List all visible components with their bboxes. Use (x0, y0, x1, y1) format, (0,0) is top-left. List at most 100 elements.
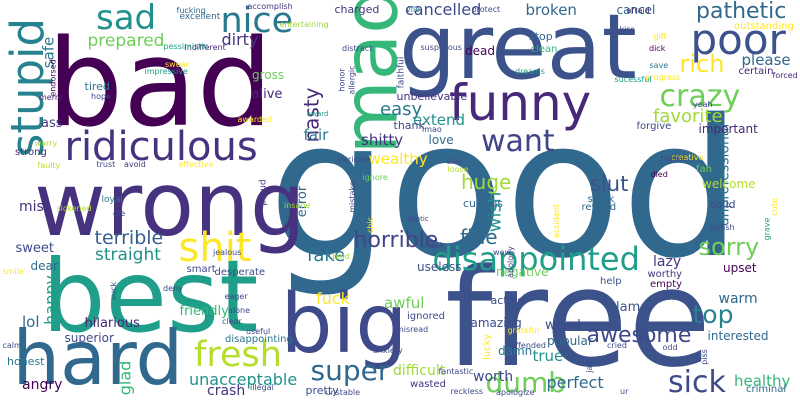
word-progress: progress (645, 73, 681, 82)
word-calm: calm (2, 341, 22, 350)
word-dick: dick (649, 44, 666, 53)
word-died: died (650, 170, 668, 179)
word-super: super (310, 354, 390, 387)
word-difficult: difficult (393, 363, 446, 379)
word-illegal: illegal (250, 383, 274, 392)
word-alive: alive (251, 86, 283, 102)
word-true: true (532, 346, 564, 365)
word-save: save (649, 61, 669, 70)
word-piss: piss (699, 349, 709, 365)
word-sucessful: sucessful (614, 75, 652, 84)
word-awful: awful (384, 293, 425, 312)
word-want: want (481, 124, 555, 159)
word-active: active (490, 293, 524, 307)
word-honor: honor (337, 68, 347, 92)
word-cried: cried (607, 341, 627, 350)
word-allergic: allergic (347, 65, 357, 95)
word-fan: fan (696, 164, 712, 175)
word-avoid: avoid (124, 160, 146, 169)
word-worthy: worthy (647, 269, 683, 280)
word-unacceptable: unacceptable (189, 370, 298, 389)
word-cute: cute (769, 198, 779, 216)
word-lazy: lazy (653, 254, 682, 270)
word-important: important (698, 122, 758, 136)
word-dead: dead (465, 44, 495, 58)
word-sad: sad (96, 0, 157, 38)
word-alone: alone (228, 306, 251, 315)
word-clear: clear (222, 317, 242, 326)
word-stop: stop (529, 29, 553, 43)
word-rich: rich (679, 50, 725, 78)
word-extend: extend (413, 110, 465, 129)
word-merry: merry (39, 93, 63, 102)
word-miss: miss (19, 199, 52, 215)
word-trust: trust (96, 160, 116, 169)
word-pathetic: pathetic (696, 0, 787, 24)
word-anxiety: anxiety (373, 346, 403, 355)
word-deny: deny (163, 284, 183, 293)
word-kiss: kiss (619, 25, 635, 34)
word-negative: negative (496, 265, 549, 279)
word-horrible: horrible (353, 228, 439, 253)
word-useful: useful (246, 327, 271, 336)
word-angry: angry (22, 377, 63, 393)
word-honest: honest (7, 354, 45, 368)
word-wealthy: wealthy (368, 149, 428, 168)
word-offended: offended (510, 341, 546, 350)
word-grateful: grateful (507, 326, 539, 335)
word-amazing: amazing (470, 316, 522, 330)
word-desperate: desperate (214, 267, 266, 278)
word-forced: forced (772, 71, 798, 80)
word-awarded: awarded (237, 115, 273, 124)
word-funny: funny (449, 74, 592, 132)
word-idiotic: idiotic (407, 214, 429, 223)
word-unprofessional: unprofessional (715, 123, 732, 227)
word-favorite: favorite (653, 106, 723, 127)
word-interested: interested (707, 329, 769, 343)
word-curious: curious (463, 196, 504, 210)
word-sorry: sorry (698, 233, 760, 261)
word-fuck: fuck (316, 289, 350, 308)
word-creative: creative (671, 153, 704, 162)
word-sick: sick (668, 365, 726, 400)
word-wrong: wrong (34, 153, 306, 256)
word-gross: gross (252, 68, 285, 82)
word-tired: tired (84, 79, 110, 93)
word-top: top (692, 299, 734, 329)
word-healthy: healthy (734, 371, 791, 390)
word-cancelled: cancelled (405, 0, 482, 19)
word-shit: shit (178, 225, 252, 271)
word-crash: crash (207, 383, 246, 399)
word-lol: lol (22, 312, 40, 331)
word-fucking: fucking (176, 6, 206, 15)
word-grave: grave (761, 217, 771, 241)
word-die: die (113, 209, 126, 218)
word-accomplish: accomplish (247, 2, 293, 11)
word-selfish: selfish (709, 223, 735, 232)
word-worry: worry (34, 139, 58, 148)
word-ass: ass (41, 115, 63, 131)
word-upset: upset (723, 261, 757, 275)
word-faulty: faulty (37, 161, 61, 170)
word-ignore: ignore (362, 173, 388, 182)
word-fantastic: fantastic (438, 367, 474, 376)
word-popular: popular (547, 334, 593, 348)
word-thank: thank (393, 118, 425, 132)
word-worth: worth (473, 369, 514, 385)
word-weird: weird (545, 317, 581, 333)
word-dear: dear (30, 259, 58, 273)
word-prepared: prepared (87, 30, 165, 51)
word-dumb: dumb (485, 366, 567, 399)
word-insane: insane (284, 201, 311, 210)
word-jealous: jealous (213, 248, 242, 257)
word-best: best (42, 238, 259, 355)
word-disappointing: disappointing (225, 334, 293, 345)
word-wow: wow (493, 248, 511, 257)
word-reward: reward (581, 202, 617, 213)
word-ridiculous: ridiculous (64, 124, 258, 170)
word-lucky: lucky (481, 334, 493, 360)
word-clean: clean (530, 44, 558, 55)
word-lame: lame (616, 299, 649, 315)
word-awesome: awesome (586, 323, 692, 348)
